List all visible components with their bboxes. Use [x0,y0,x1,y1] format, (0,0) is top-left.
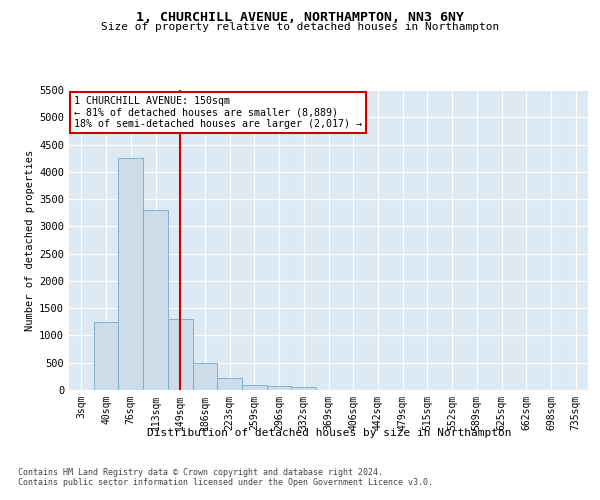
Bar [143,210,168,390]
Y-axis label: Number of detached properties: Number of detached properties [25,150,35,330]
Text: Contains HM Land Registry data © Crown copyright and database right 2024.: Contains HM Land Registry data © Crown c… [18,468,383,477]
Bar [168,319,193,390]
Bar [94,322,118,390]
Text: 1, CHURCHILL AVENUE, NORTHAMPTON, NN3 6NY: 1, CHURCHILL AVENUE, NORTHAMPTON, NN3 6N… [136,11,464,24]
Bar [267,386,292,390]
Bar [193,362,217,390]
Bar [118,158,143,390]
Bar [217,378,242,390]
Bar [242,384,267,390]
Text: 1 CHURCHILL AVENUE: 150sqm
← 81% of detached houses are smaller (8,889)
18% of s: 1 CHURCHILL AVENUE: 150sqm ← 81% of deta… [74,96,362,129]
Bar [292,386,316,390]
Text: Contains public sector information licensed under the Open Government Licence v3: Contains public sector information licen… [18,478,433,487]
Text: Size of property relative to detached houses in Northampton: Size of property relative to detached ho… [101,22,499,32]
Text: Distribution of detached houses by size in Northampton: Distribution of detached houses by size … [146,428,511,438]
